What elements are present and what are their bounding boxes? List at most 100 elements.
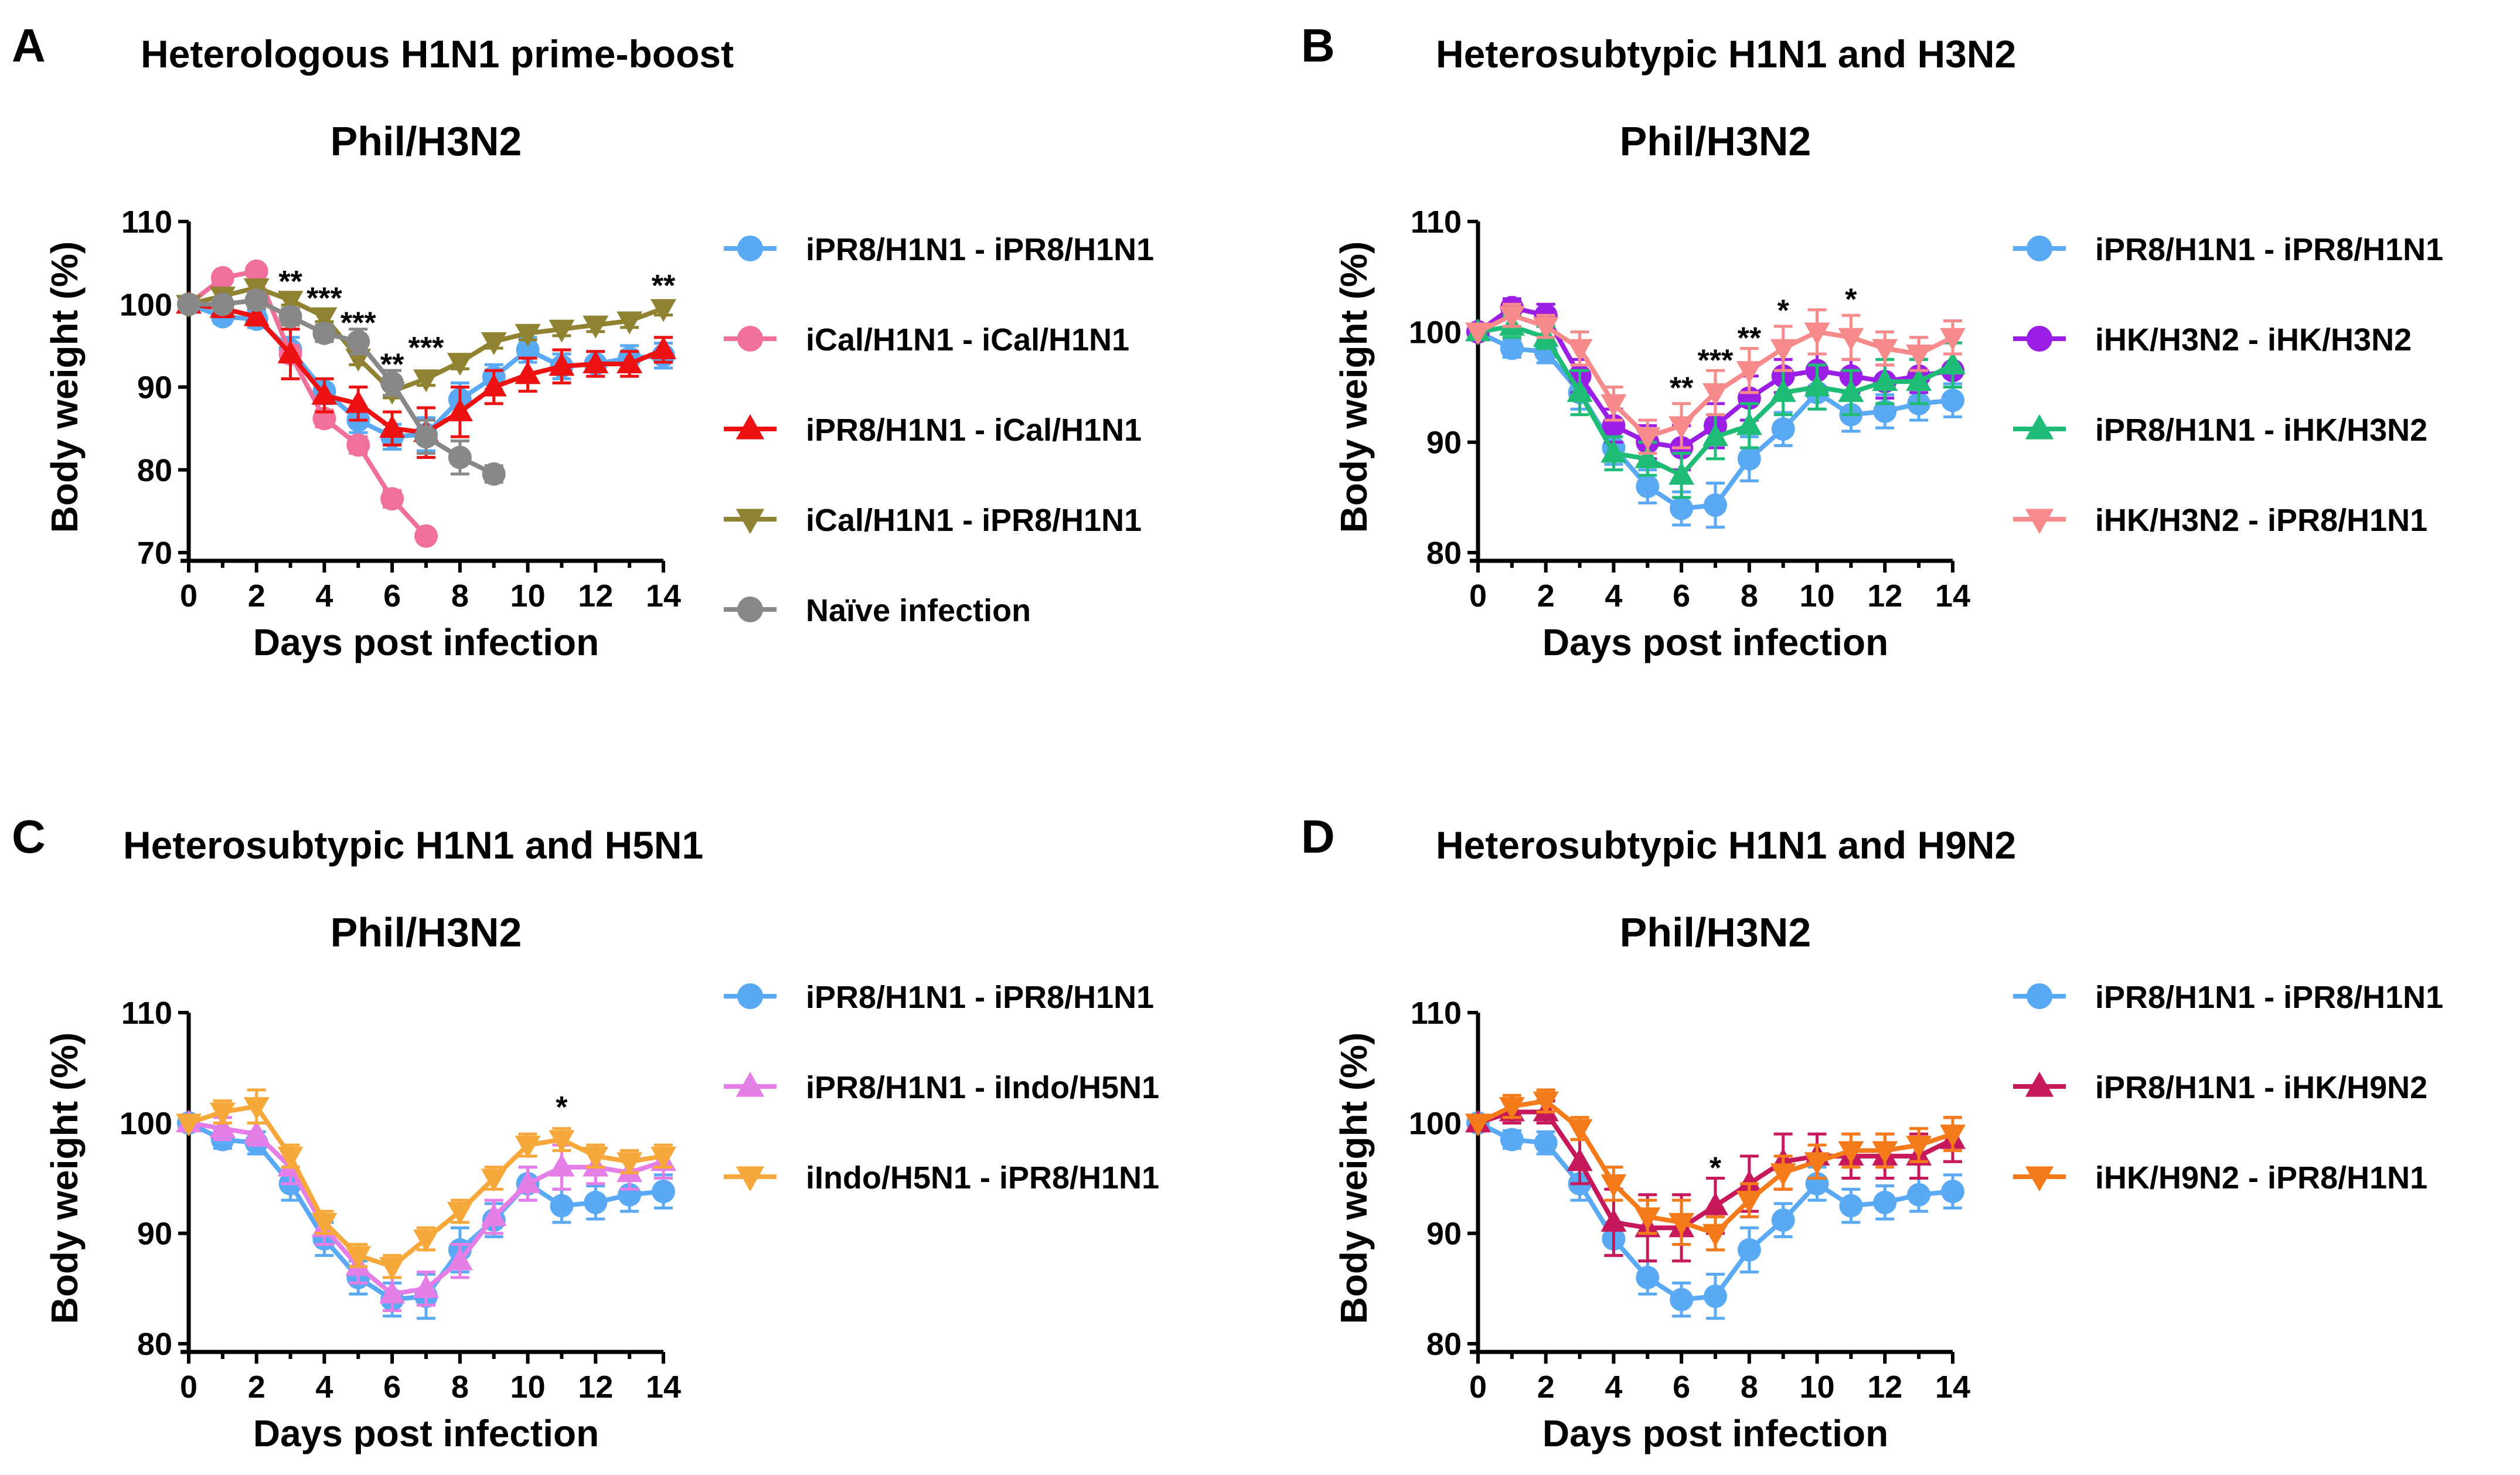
y-tick-label: 90 xyxy=(137,370,172,406)
x-tick-label: 8 xyxy=(451,1370,469,1405)
x-tick-label: 6 xyxy=(1673,1370,1690,1405)
data-point xyxy=(1872,368,1898,391)
data-point xyxy=(1670,496,1694,520)
series-2 xyxy=(176,1109,676,1312)
data-point xyxy=(1567,1119,1593,1142)
data-point xyxy=(1906,345,1932,367)
significance-marker: *** xyxy=(408,331,444,365)
data-point xyxy=(1600,1208,1627,1232)
x-axis-label: Days post infection xyxy=(253,1412,599,1454)
significance-marker: *** xyxy=(307,281,342,315)
y-axis-label: Body weight (%) xyxy=(43,1033,86,1324)
data-point xyxy=(482,462,506,486)
data-point xyxy=(447,1247,473,1270)
legend-label: iPR8/H1N1 - iCal/H1N1 xyxy=(806,413,1142,448)
data-point xyxy=(1636,475,1660,498)
data-point xyxy=(584,1190,608,1214)
x-tick-label: 10 xyxy=(1800,1370,1835,1405)
data-point xyxy=(651,336,676,359)
data-point xyxy=(1940,351,1966,374)
legend-entry: iIndo/H5N1 - iPR8/H1N1 xyxy=(724,1160,1159,1195)
legend-entry: iCal/H1N1 - iCal/H1N1 xyxy=(724,322,1129,357)
data-point xyxy=(1873,399,1897,423)
data-point xyxy=(617,1152,643,1176)
legend-marker xyxy=(2025,1166,2054,1192)
data-point xyxy=(583,1146,609,1170)
data-point xyxy=(1533,316,1559,340)
data-point xyxy=(277,340,304,363)
data-point xyxy=(1634,427,1661,451)
data-point xyxy=(1941,1180,1964,1204)
data-point xyxy=(210,292,234,316)
legend-marker xyxy=(735,509,765,534)
legend-entry: iPR8/H1N1 - iPR8/H1N1 xyxy=(724,980,1154,1015)
x-tick-label: 12 xyxy=(1867,578,1902,614)
x-tick-label: 10 xyxy=(510,1370,546,1405)
data-point xyxy=(1804,322,1830,346)
data-point xyxy=(1736,361,1762,384)
legend-label: iPR8/H1N1 - iPR8/H1N1 xyxy=(2095,980,2443,1015)
y-tick-label: 110 xyxy=(1411,205,1462,240)
legend-label: iPR8/H1N1 - iPR8/H1N1 xyxy=(806,980,1154,1015)
legend-label: iHK/H3N2 - iHK/H3N2 xyxy=(2095,322,2412,357)
y-tick-label: 100 xyxy=(1409,315,1462,350)
significance-marker: * xyxy=(1709,1152,1722,1186)
y-tick-label: 110 xyxy=(1411,996,1462,1031)
legend-marker xyxy=(2027,326,2052,352)
data-point xyxy=(243,1120,270,1144)
data-point xyxy=(1668,416,1695,440)
significance-marker: ** xyxy=(380,348,404,381)
y-tick-label: 80 xyxy=(137,453,172,488)
data-point xyxy=(243,303,270,326)
legend-entry: iHK/H3N2 - iPR8/H1N1 xyxy=(2013,503,2427,538)
data-point xyxy=(1736,1170,1762,1193)
y-tick-label: 90 xyxy=(137,1217,172,1252)
data-point xyxy=(1873,1190,1897,1214)
data-point xyxy=(549,1153,575,1177)
x-tick-label: 12 xyxy=(1867,1370,1902,1405)
significance-marker: * xyxy=(1845,283,1857,317)
y-tick-label: 90 xyxy=(1426,1217,1462,1252)
x-tick-label: 6 xyxy=(383,1370,401,1405)
series-5 xyxy=(177,288,506,486)
chart-title: Phil/H3N2 xyxy=(1620,118,1811,164)
data-point xyxy=(1465,1113,1491,1137)
legend-label: Naïve infection xyxy=(806,593,1031,628)
data-point xyxy=(345,390,372,413)
data-point xyxy=(481,1169,507,1192)
data-point xyxy=(515,323,541,347)
legend-label: iPR8/H1N1 - iPR8/H1N1 xyxy=(806,232,1154,267)
data-point xyxy=(481,332,507,355)
data-point xyxy=(277,291,304,314)
legend-entry: iHK/H9N2 - iPR8/H1N1 xyxy=(2013,1160,2427,1195)
legend-label: iPR8/H1N1 - iIndo/H5N1 xyxy=(806,1070,1159,1105)
data-point xyxy=(244,288,268,312)
significance-marker: ** xyxy=(652,269,676,303)
data-point xyxy=(1600,394,1627,417)
data-point xyxy=(1600,440,1627,463)
x-axis-label: Days post infection xyxy=(253,621,599,663)
data-point xyxy=(1771,417,1795,441)
data-point xyxy=(1736,1191,1762,1214)
data-point xyxy=(1872,1141,1898,1164)
data-point xyxy=(515,361,541,384)
data-point xyxy=(1838,1141,1864,1164)
x-axis-label: Days post infection xyxy=(1542,1412,1888,1454)
x-tick-label: 8 xyxy=(1741,578,1758,614)
data-point xyxy=(583,350,609,373)
data-point xyxy=(1771,1208,1795,1232)
x-tick-label: 0 xyxy=(1469,1370,1487,1405)
panel-heading: Heterosubtypic H1N1 and H9N2 xyxy=(1436,823,2016,867)
data-point xyxy=(1838,328,1864,351)
legend-marker xyxy=(735,1071,765,1097)
legend-marker xyxy=(2025,1071,2054,1097)
series-3 xyxy=(1465,312,1966,499)
data-point xyxy=(379,1257,406,1280)
legend-label: iCal/H1N1 - iPR8/H1N1 xyxy=(806,503,1142,538)
data-point xyxy=(346,329,370,353)
data-point xyxy=(1838,379,1864,402)
panel-letter: B xyxy=(1301,19,1335,71)
legend-marker xyxy=(737,983,763,1009)
legend-label: iIndo/H5N1 - iPR8/H1N1 xyxy=(806,1160,1159,1195)
